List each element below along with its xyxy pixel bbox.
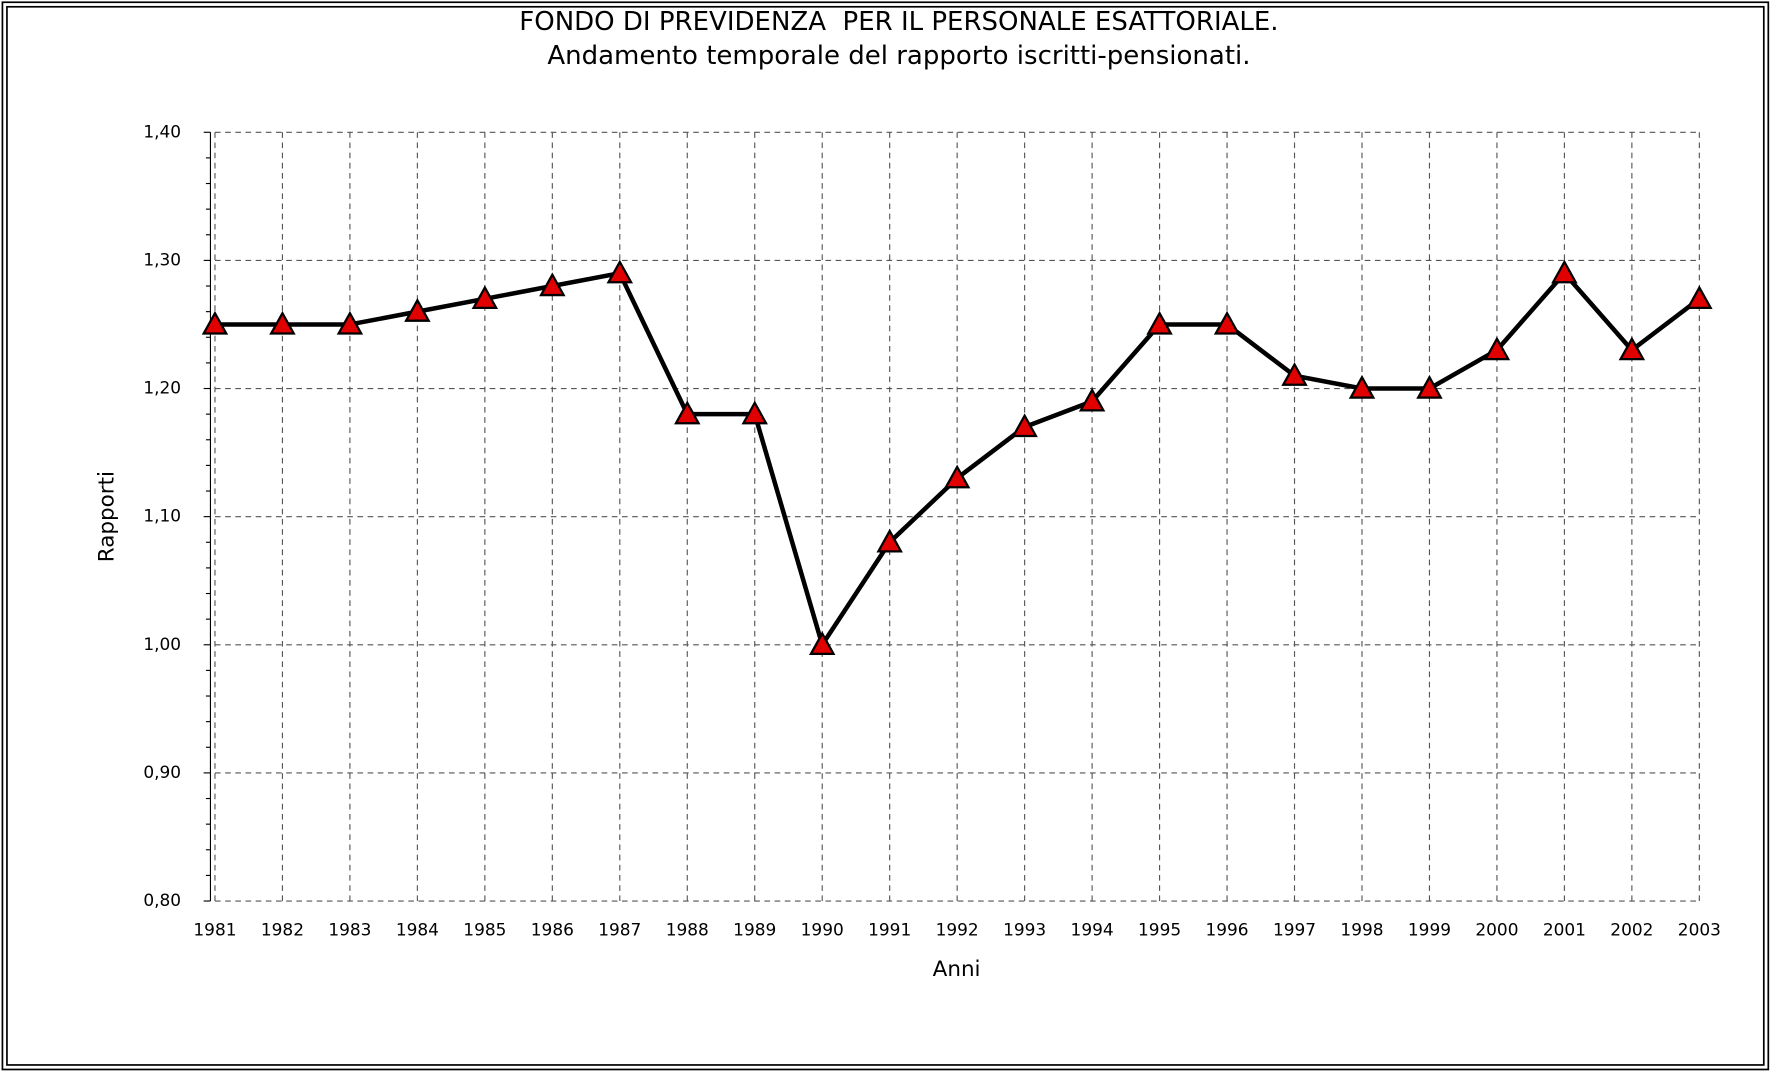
marker — [1281, 362, 1308, 386]
marker — [1078, 387, 1106, 412]
marker — [1011, 413, 1038, 438]
x-axis-label: Anni — [933, 957, 981, 982]
x-tick-label: 1987 — [598, 919, 641, 939]
marker — [201, 310, 229, 335]
x-tick-label: 1994 — [1071, 919, 1114, 939]
x-tick-label: 1991 — [868, 919, 911, 939]
marker — [471, 285, 499, 310]
x-tick-label: 2003 — [1678, 919, 1721, 939]
y-tick-label: 1,10 — [143, 506, 181, 526]
marker — [606, 259, 634, 284]
frame — [6, 5, 1765, 1066]
y-tick-label: 0,90 — [143, 762, 181, 782]
marker — [1618, 336, 1646, 361]
x-tick-label: 1982 — [261, 919, 304, 939]
chart-subtitle: Andamento temporale del rapporto iscritt… — [547, 41, 1250, 71]
marker — [1213, 310, 1241, 335]
marker — [1348, 374, 1376, 399]
marker — [943, 464, 971, 489]
x-tick-label: 1996 — [1205, 919, 1248, 939]
marker — [1416, 374, 1443, 399]
marker — [336, 310, 364, 335]
x-tick-label: 1986 — [531, 919, 574, 939]
marker — [876, 528, 903, 553]
x-tick-label: 1984 — [396, 919, 439, 939]
marker — [741, 400, 768, 425]
y-tick-label: 1,30 — [143, 249, 181, 269]
marker — [539, 272, 566, 297]
y-tick-label: 1,20 — [143, 378, 181, 398]
marker — [269, 310, 296, 335]
x-tick-label: 1997 — [1273, 919, 1316, 939]
x-tick-label: 1993 — [1003, 919, 1046, 939]
marker — [1483, 336, 1511, 361]
x-tick-label: 1983 — [328, 919, 371, 939]
chart-title: FONDO DI PREVIDENZA PER IL PERSONALE ESA… — [519, 7, 1278, 37]
x-tick-label: 2002 — [1610, 919, 1653, 939]
x-tick-label: 1992 — [936, 919, 979, 939]
x-tick-label: 1989 — [733, 919, 776, 939]
x-tick-label: 1981 — [193, 919, 236, 939]
x-tick-label: 1988 — [666, 919, 709, 939]
marker — [1686, 285, 1713, 310]
y-tick-label: 1,40 — [143, 121, 181, 141]
x-tick-label: 1998 — [1340, 919, 1383, 939]
x-tick-label: 2000 — [1475, 919, 1518, 939]
x-tick-label: 1990 — [801, 919, 844, 939]
marker — [1551, 259, 1578, 284]
marker — [404, 298, 431, 322]
marker — [674, 400, 701, 425]
y-tick-label: 1,00 — [143, 634, 181, 654]
y-tick-label: 0,80 — [143, 890, 181, 910]
y-axis-label: Rapporti — [95, 471, 120, 562]
x-tick-label: 2001 — [1543, 919, 1586, 939]
marker — [808, 631, 836, 655]
x-tick-label: 1999 — [1408, 919, 1451, 939]
x-tick-label: 1985 — [463, 919, 506, 939]
marker — [1146, 310, 1173, 335]
x-tick-label: 1995 — [1138, 919, 1181, 939]
